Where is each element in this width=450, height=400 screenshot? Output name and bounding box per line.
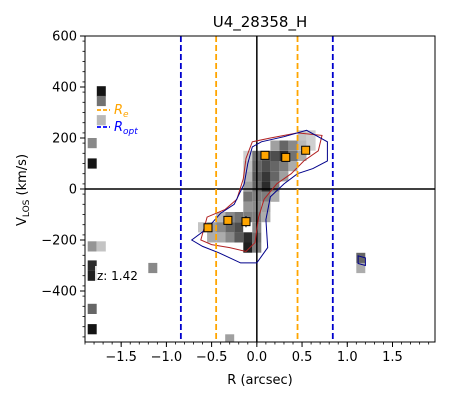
pixel	[306, 130, 316, 141]
pixel	[225, 232, 235, 243]
pixel	[261, 171, 271, 182]
pixel	[225, 222, 235, 233]
pixel	[243, 201, 253, 212]
pixel	[356, 262, 366, 274]
y-axis-label-main: V	[15, 217, 30, 226]
pixel	[243, 181, 253, 192]
x-tick-label: −0.5	[196, 350, 228, 365]
plot-area	[85, 36, 435, 342]
pixel	[87, 158, 97, 169]
y-axis-label: VLOS (km/s)	[15, 154, 32, 226]
pixel	[297, 130, 307, 141]
legend-label: Ropt	[114, 120, 138, 137]
pixel	[243, 242, 253, 253]
pixel	[216, 232, 226, 243]
pixel	[225, 334, 235, 342]
contour-red	[200, 132, 323, 253]
pixel	[148, 262, 158, 274]
pixel	[87, 138, 97, 149]
pixel	[243, 150, 253, 161]
y-axis-label-sub: LOS	[22, 199, 32, 217]
y-tick-label: 200	[52, 132, 77, 147]
x-axis-label: R (arcsec)	[227, 373, 292, 388]
y-tick-label: 0	[69, 183, 77, 198]
x-tick-label: 0.5	[292, 350, 313, 365]
pixel	[243, 171, 253, 182]
x-tick-label: −1.5	[105, 350, 137, 365]
x-tick-label: 0.0	[246, 350, 267, 365]
pixel	[96, 241, 106, 252]
data-point	[223, 215, 233, 225]
pixel	[87, 241, 97, 252]
pixel	[279, 161, 289, 172]
data-point	[260, 150, 270, 160]
data-point	[281, 152, 291, 162]
pixel	[87, 260, 97, 271]
data-point	[241, 217, 251, 227]
chart-title: U4_28358_H	[213, 13, 308, 32]
pixel	[297, 150, 307, 161]
pixel	[243, 191, 253, 202]
y-tick-label: −400	[41, 285, 77, 300]
pixel	[261, 181, 271, 192]
pixel	[96, 115, 106, 126]
x-tick-label: 1.0	[337, 350, 358, 365]
pixel	[297, 140, 307, 151]
pixel	[243, 212, 253, 223]
redshift-annotation: z: 1.42	[95, 266, 143, 284]
pixel	[288, 150, 298, 161]
contour-blue	[190, 129, 328, 264]
pixel	[96, 86, 106, 97]
pixel	[243, 232, 253, 243]
pixel	[261, 201, 271, 212]
pixel	[198, 222, 207, 233]
legend-label-sub: opt	[123, 127, 138, 137]
legend-label-main: R	[114, 120, 123, 135]
pixel	[234, 212, 244, 223]
pixel	[270, 150, 280, 161]
pixel	[288, 161, 298, 172]
pixel	[96, 95, 106, 107]
pixel	[279, 140, 289, 151]
pixel	[279, 171, 289, 182]
pixel	[234, 222, 244, 233]
pixel	[207, 232, 217, 243]
legend-label: Re	[114, 103, 129, 120]
pixel	[216, 212, 226, 223]
pixel	[87, 324, 97, 335]
legend-label-sub: e	[123, 110, 129, 120]
x-tick-label: 1.5	[382, 350, 403, 365]
data-point	[203, 223, 213, 233]
x-tick-label: −1.0	[151, 350, 183, 365]
y-axis-label-unit: (km/s)	[15, 154, 30, 200]
pixel	[87, 303, 97, 314]
y-axis: −400 −200 0 200 400 600	[41, 30, 85, 338]
x-axis: −1.5 −1.0 −0.5 0.0 0.5 1.0 1.5	[84, 342, 430, 365]
annotation-text: z: 1.42	[97, 269, 138, 283]
legend-label-main: R	[114, 103, 123, 118]
contour-blue-small	[357, 255, 366, 267]
pixel	[270, 140, 280, 151]
y-tick-label: 400	[52, 81, 77, 96]
pixel	[270, 171, 280, 182]
pixel	[288, 140, 298, 151]
pixel	[270, 161, 280, 172]
y-tick-label: −200	[41, 234, 77, 249]
pixel	[306, 140, 316, 151]
pixel	[234, 232, 244, 243]
data-point	[301, 145, 311, 155]
annotation-background	[95, 266, 143, 284]
pixel	[216, 222, 226, 233]
y-tick-label: 600	[52, 30, 77, 45]
pixel	[261, 161, 271, 172]
pixel	[270, 191, 280, 202]
pixel	[87, 270, 97, 281]
plot-content	[85, 36, 435, 342]
pixel	[356, 252, 366, 263]
